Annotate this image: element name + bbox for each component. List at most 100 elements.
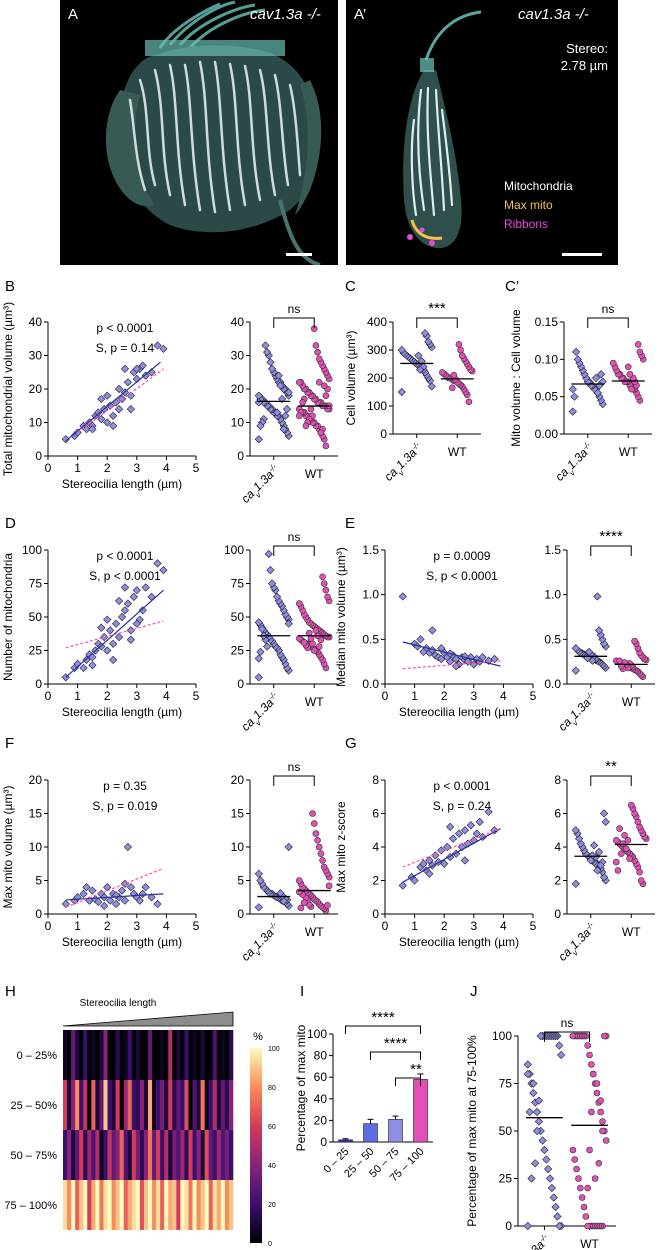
- data-point: [111, 899, 121, 909]
- wt-data-point: [593, 1089, 601, 1097]
- heatmap-cell: [115, 1030, 120, 1080]
- wt-data-point: [584, 1222, 591, 1230]
- wt-data-point: [591, 1175, 599, 1182]
- wt-data-point: [309, 810, 316, 817]
- x-tick-label: 1: [74, 461, 81, 475]
- data-point: [398, 592, 407, 601]
- bar: [363, 1123, 378, 1143]
- x-axis-label: Stereocilia length (µm): [62, 705, 182, 719]
- wt-fit-line: [77, 368, 164, 434]
- heatmap-cell: [67, 1130, 72, 1180]
- y-tick-label: 6: [554, 807, 561, 821]
- stereo-label: Stereo:: [566, 41, 608, 56]
- heatmap-cell: [83, 1030, 88, 1080]
- heatmap-cell: [180, 1180, 185, 1230]
- wt-data-point: [322, 392, 330, 400]
- wt-data-point: [310, 647, 318, 654]
- data-point: [94, 408, 103, 417]
- heatmap-row-label: 50 – 75%: [11, 1150, 58, 1162]
- heatmap-cell: [139, 1080, 145, 1130]
- x-group-label-wt: WT: [619, 445, 638, 459]
- data-point: [472, 829, 481, 838]
- wt-data-point: [628, 385, 635, 393]
- data-point: [109, 421, 118, 430]
- x-tick-label: 5: [530, 919, 537, 933]
- y-tick-label: 50: [499, 1124, 513, 1138]
- panel-letter: A: [68, 6, 79, 23]
- data-point: [103, 615, 112, 624]
- heatmap-cell: [228, 1080, 234, 1130]
- wt-data-point: [616, 657, 623, 665]
- x-tick-label: 2: [104, 919, 111, 933]
- data-point: [138, 889, 147, 899]
- mutant-data-point: [601, 817, 610, 826]
- x-tick-label: 4: [163, 461, 170, 475]
- heatmap-cell: [228, 1180, 234, 1230]
- y-tick-label: 25: [231, 644, 245, 658]
- heatmap-cell: [67, 1030, 72, 1080]
- image-legend: Mitochondria Max mito Ribbons: [504, 177, 573, 234]
- heatmap-cell: [216, 1180, 222, 1230]
- heatmap-cell: [196, 1130, 201, 1180]
- y-tick-label: 10: [29, 840, 43, 854]
- mutant-data-point: [276, 889, 285, 898]
- heatmap-cell: [131, 1030, 137, 1080]
- mutant-data-point: [596, 861, 605, 870]
- y-tick-label: 0: [237, 907, 244, 921]
- colorbar-label: %: [253, 1031, 263, 1043]
- data-point: [82, 425, 91, 434]
- y-axis-label: Mito volume : Cell volume: [509, 309, 523, 447]
- data-point: [448, 834, 458, 843]
- significance-bracket: [587, 317, 629, 328]
- heatmap-cell: [135, 1180, 141, 1230]
- mutant-data-point: [570, 392, 579, 401]
- wt-data-point: [315, 843, 323, 851]
- panel-letter-e: E: [345, 515, 356, 532]
- data-point: [147, 893, 156, 902]
- heatmap-cell: [95, 1030, 100, 1080]
- wt-data-point: [312, 627, 320, 634]
- wt-data-point: [602, 1137, 610, 1144]
- heatmap-cell: [79, 1130, 84, 1180]
- y-tick-label: 20: [231, 382, 245, 396]
- wt-data-point: [307, 405, 315, 413]
- y-tick-label: 75: [29, 577, 43, 591]
- heatmap-cell: [123, 1130, 129, 1180]
- mutant-data-point: [532, 1107, 542, 1117]
- significance-bracket: [590, 775, 632, 786]
- mutant-data-point: [267, 364, 277, 374]
- significance-label: ns: [288, 530, 301, 544]
- mutant-data-point: [272, 592, 282, 602]
- y-tick-label: 5: [237, 874, 244, 888]
- wt-data-point: [457, 346, 464, 354]
- y-tick-label: 10: [29, 416, 43, 430]
- data-point: [141, 583, 150, 592]
- heatmap-cell: [107, 1030, 112, 1080]
- colorbar-tick-label: 100: [268, 1046, 280, 1053]
- heatmap-cell: [143, 1180, 149, 1230]
- data-point: [132, 586, 141, 595]
- y-tick-label: 0: [237, 449, 244, 463]
- wt-data-point: [310, 820, 318, 827]
- legend-mitochondria: Mitochondria: [504, 179, 573, 193]
- wt-fit-line: [402, 828, 501, 868]
- wt-data-point: [320, 382, 328, 389]
- mutant-data-point: [415, 365, 425, 374]
- stat-annotation: p = 0.35: [103, 779, 147, 793]
- significance-bracket: [273, 317, 315, 328]
- significance-bracket: [395, 1077, 421, 1086]
- mutant-fit-line: [65, 893, 164, 901]
- mutant-data-point: [523, 1221, 532, 1231]
- mutant-data-point: [529, 1079, 538, 1088]
- data-point: [484, 807, 493, 816]
- data-point: [425, 869, 434, 878]
- wt-fit-line: [65, 867, 164, 908]
- heatmap-cell: [164, 1130, 169, 1180]
- heatmap-cell: [192, 1030, 197, 1080]
- heatmap-row-label: 0 – 25%: [17, 1050, 58, 1062]
- heatmap-cell: [91, 1130, 96, 1180]
- mutant-data-point: [593, 866, 602, 875]
- heatmap-cell: [123, 1080, 129, 1130]
- mutant-data-point: [591, 373, 601, 383]
- y-tick-label: 75: [231, 577, 245, 591]
